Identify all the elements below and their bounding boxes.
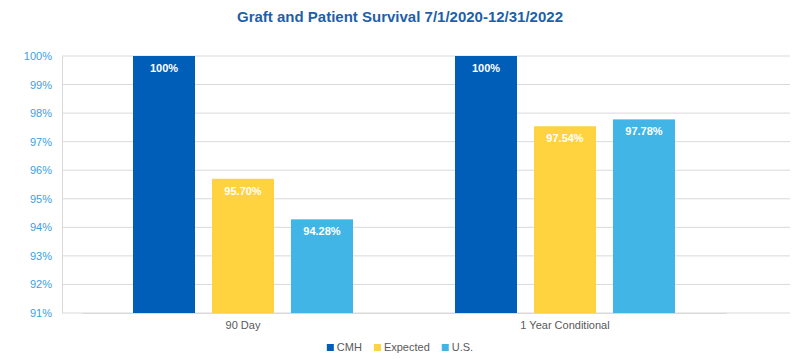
y-tick-label: 99% bbox=[30, 79, 52, 91]
y-tick: 97% bbox=[30, 136, 62, 148]
y-tick: 92% bbox=[30, 278, 62, 290]
data-label: 94.28% bbox=[303, 225, 341, 237]
y-tick-label: 97% bbox=[30, 136, 52, 148]
x-tick-label: 90 Day bbox=[226, 319, 261, 331]
legend-item: U.S. bbox=[442, 341, 473, 353]
data-labels: 100% 100% 95.70% 97.54% 94.28% 97.78% bbox=[150, 62, 663, 237]
bar bbox=[133, 56, 195, 313]
bar bbox=[613, 119, 675, 313]
legend-label: CMH bbox=[337, 341, 362, 353]
y-tick-label: 93% bbox=[30, 250, 52, 262]
y-axis: 91% 92% 93% 94% 95% 96% 97% 98% 99% 100% bbox=[24, 50, 63, 319]
y-axis-line bbox=[62, 57, 63, 314]
bar bbox=[534, 126, 596, 313]
bars bbox=[133, 56, 675, 313]
bar bbox=[455, 56, 517, 313]
x-tick: 90 Day bbox=[226, 313, 261, 331]
legend: CMH Expected U.S. bbox=[327, 341, 473, 353]
grid bbox=[62, 56, 790, 313]
bar bbox=[291, 219, 353, 313]
y-tick: 93% bbox=[30, 250, 62, 262]
legend-item: Expected bbox=[374, 341, 430, 353]
data-label: 100% bbox=[150, 62, 178, 74]
y-tick: 99% bbox=[30, 79, 62, 91]
data-label: 97.54% bbox=[546, 132, 584, 144]
y-tick: 91% bbox=[30, 307, 62, 319]
data-label: 100% bbox=[472, 62, 500, 74]
x-axis: 90 Day 1 Year Conditional bbox=[83, 313, 727, 331]
y-tick: 100% bbox=[24, 50, 62, 62]
bar bbox=[212, 179, 274, 313]
y-tick-label: 96% bbox=[30, 164, 52, 176]
legend-item: CMH bbox=[327, 341, 362, 353]
y-tick-label: 91% bbox=[30, 307, 52, 319]
legend-label: U.S. bbox=[452, 341, 473, 353]
title: Graft and Patient Survival 7/1/2020-12/3… bbox=[237, 8, 563, 25]
x-axis-line bbox=[83, 313, 727, 314]
y-tick: 98% bbox=[30, 107, 62, 119]
y-tick-label: 98% bbox=[30, 107, 52, 119]
legend-swatch bbox=[442, 344, 449, 351]
x-tick: 1 Year Conditional bbox=[520, 313, 609, 331]
y-tick: 95% bbox=[30, 193, 62, 205]
x-tick-label: 1 Year Conditional bbox=[520, 319, 609, 331]
y-tick-label: 95% bbox=[30, 193, 52, 205]
chart: Graft and Patient Survival 7/1/2020-12/3… bbox=[0, 0, 800, 359]
y-tick-label: 92% bbox=[30, 278, 52, 290]
y-tick-label: 94% bbox=[30, 221, 52, 233]
data-label: 95.70% bbox=[224, 185, 262, 197]
legend-swatch bbox=[374, 344, 381, 351]
y-tick: 94% bbox=[30, 221, 62, 233]
data-label: 97.78% bbox=[625, 125, 663, 137]
y-tick-label: 100% bbox=[24, 50, 52, 62]
y-tick: 96% bbox=[30, 164, 62, 176]
legend-label: Expected bbox=[384, 341, 430, 353]
legend-swatch bbox=[327, 344, 334, 351]
